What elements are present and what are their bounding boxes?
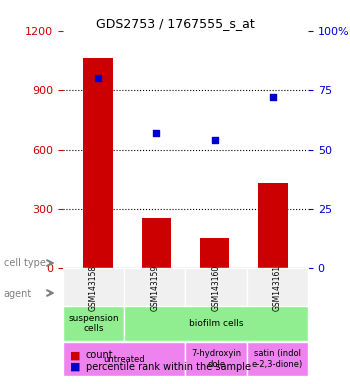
- Text: satin (indol
e-2,3-dione): satin (indol e-2,3-dione): [252, 349, 303, 369]
- FancyBboxPatch shape: [63, 342, 186, 376]
- FancyBboxPatch shape: [63, 306, 124, 341]
- Point: [95, 75, 101, 81]
- Text: ■: ■: [70, 362, 80, 372]
- Text: biofilm cells: biofilm cells: [189, 319, 243, 328]
- Text: cell type: cell type: [4, 258, 46, 268]
- Bar: [200, 238, 229, 268]
- FancyBboxPatch shape: [186, 268, 247, 306]
- Text: untreated: untreated: [104, 354, 145, 364]
- Text: GSM143160: GSM143160: [212, 265, 220, 311]
- FancyBboxPatch shape: [186, 342, 247, 376]
- Text: GDS2753 / 1767555_s_at: GDS2753 / 1767555_s_at: [96, 17, 254, 30]
- Bar: [258, 183, 288, 268]
- FancyBboxPatch shape: [63, 268, 124, 306]
- Text: suspension
cells: suspension cells: [68, 314, 119, 333]
- Text: count: count: [86, 350, 113, 360]
- Point: [270, 94, 276, 100]
- Bar: [142, 218, 171, 268]
- Text: percentile rank within the sample: percentile rank within the sample: [86, 362, 251, 372]
- Text: GSM143158: GSM143158: [89, 265, 98, 311]
- FancyBboxPatch shape: [247, 268, 308, 306]
- FancyBboxPatch shape: [124, 268, 186, 306]
- Text: agent: agent: [4, 289, 32, 299]
- Text: GSM143159: GSM143159: [150, 265, 159, 311]
- Point: [154, 130, 159, 136]
- Text: GSM143161: GSM143161: [273, 265, 282, 311]
- Bar: [83, 58, 113, 268]
- FancyBboxPatch shape: [247, 342, 308, 376]
- Point: [212, 137, 217, 143]
- Text: ■: ■: [70, 350, 80, 360]
- Text: 7-hydroxyin
dole: 7-hydroxyin dole: [191, 349, 241, 369]
- FancyBboxPatch shape: [124, 306, 308, 341]
